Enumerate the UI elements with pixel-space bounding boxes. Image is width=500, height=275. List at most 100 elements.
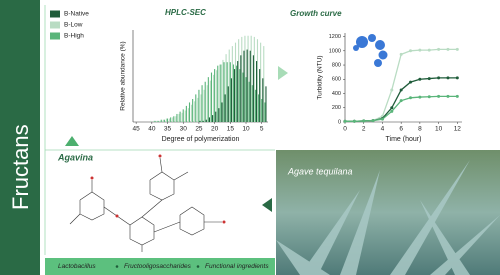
arrow-left <box>262 198 272 212</box>
bar <box>199 120 201 122</box>
x-tick-label: 10 <box>435 126 443 133</box>
arrow-up <box>65 136 79 146</box>
bar <box>218 108 220 122</box>
point <box>418 95 422 99</box>
bar <box>216 70 218 122</box>
bar <box>210 72 213 122</box>
bar <box>207 77 209 122</box>
bar <box>153 120 155 122</box>
bar <box>231 46 233 122</box>
point <box>446 94 450 98</box>
bar <box>191 104 193 122</box>
bar <box>156 120 158 122</box>
bar <box>243 50 245 123</box>
bar <box>242 72 244 122</box>
legend-label: B-Low <box>64 22 83 29</box>
bar <box>198 89 200 122</box>
bar <box>209 80 211 122</box>
bar <box>192 99 194 122</box>
bar <box>232 64 235 122</box>
point <box>352 119 356 123</box>
bar <box>236 65 238 122</box>
bar <box>265 86 267 122</box>
x-axis-label: Degree of polymerization <box>162 136 240 143</box>
y-axis-label: Relative abundance (%) <box>120 41 127 110</box>
x-tick-label: 45 <box>133 126 141 133</box>
bar <box>157 120 159 122</box>
y-tick-label: 800 <box>332 62 341 68</box>
point <box>380 117 384 121</box>
footer-bar <box>45 258 275 275</box>
bar <box>215 111 217 122</box>
bar <box>197 97 199 122</box>
point <box>390 109 394 113</box>
chart-title: Growth curve <box>290 9 342 18</box>
point <box>455 94 459 98</box>
bar <box>188 102 191 122</box>
footer-item: Fructooligosaccharides <box>124 263 192 270</box>
bar <box>170 117 172 122</box>
x-tick-label: 20 <box>211 126 219 133</box>
y-tick-label: 1200 <box>329 34 341 40</box>
legend-label: B-High <box>64 33 84 40</box>
point <box>437 94 441 98</box>
footer-item: Functional ingredients <box>205 263 269 270</box>
bar <box>247 35 249 122</box>
x-tick-label: 10 <box>242 126 250 133</box>
bar <box>200 94 202 122</box>
point <box>446 76 450 80</box>
bar <box>249 50 251 123</box>
bar <box>201 85 203 122</box>
x-tick-label: 4 <box>381 126 385 133</box>
bar <box>220 64 222 122</box>
bar <box>244 35 246 122</box>
bar <box>162 119 164 122</box>
bar <box>255 61 258 122</box>
x-tick-label: 15 <box>227 126 235 133</box>
bar <box>234 69 236 122</box>
x-tick-label: 5 <box>260 126 264 133</box>
bar <box>185 105 187 122</box>
point <box>409 96 413 100</box>
bar <box>194 101 196 122</box>
point <box>446 47 450 51</box>
point <box>390 88 394 92</box>
bar <box>262 78 264 122</box>
y-tick-label: 400 <box>332 91 341 97</box>
bar <box>259 69 261 122</box>
point <box>399 88 403 92</box>
bar <box>225 54 227 122</box>
bullet <box>196 265 200 268</box>
point <box>399 52 403 56</box>
bacteria-icon <box>353 34 388 67</box>
legend-swatch <box>50 21 60 29</box>
x-tick-label: 35 <box>164 126 172 133</box>
point <box>409 49 413 53</box>
y-tick-label: 200 <box>332 105 341 111</box>
bar <box>254 89 256 122</box>
point <box>409 80 413 84</box>
bar <box>264 102 266 122</box>
bar <box>251 85 253 122</box>
point <box>399 99 403 103</box>
x-tick-label: 0 <box>343 126 347 133</box>
x-axis-label: Time (hour) <box>386 136 422 143</box>
point <box>455 76 459 80</box>
bar <box>248 81 250 122</box>
bar <box>253 36 255 122</box>
arrow-right <box>278 66 288 80</box>
legend-swatch <box>50 32 60 40</box>
bar <box>154 120 156 122</box>
bar <box>181 112 183 122</box>
x-tick-label: 8 <box>418 126 422 133</box>
sidebar <box>0 0 40 275</box>
sidebar-title: Fructans <box>8 124 33 210</box>
point <box>437 76 441 80</box>
legend-label: B-Native <box>64 11 89 18</box>
bar <box>258 94 260 122</box>
photo-leaves <box>276 160 500 275</box>
bar <box>246 49 248 122</box>
bar <box>224 94 226 122</box>
